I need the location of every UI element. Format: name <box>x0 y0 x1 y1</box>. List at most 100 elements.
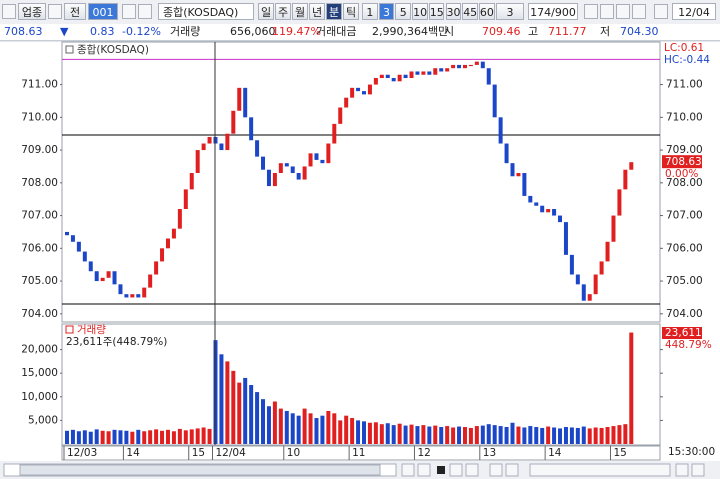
scroll-thumb[interactable] <box>19 464 381 476</box>
volume-bar <box>569 427 574 444</box>
volume-bar <box>623 424 628 444</box>
candle <box>255 140 260 157</box>
volume-bar <box>350 418 355 444</box>
candle <box>237 87 242 111</box>
volume-bar <box>391 425 396 444</box>
candle <box>112 271 117 285</box>
settings-button[interactable] <box>675 463 689 477</box>
candle <box>231 110 236 134</box>
scroll-button[interactable] <box>465 463 479 477</box>
scroll-button[interactable] <box>417 463 431 477</box>
toolbar-button[interactable]: 일 <box>258 3 274 20</box>
sound-button[interactable] <box>138 4 152 19</box>
y-tick-label: 710.00 <box>666 111 703 123</box>
volume-bar <box>225 361 230 444</box>
menu-icon[interactable] <box>2 4 16 19</box>
volume-bar <box>587 428 592 444</box>
volume-bar <box>575 427 580 444</box>
candle <box>332 123 337 144</box>
calendar-icon[interactable] <box>654 4 668 19</box>
candle <box>510 163 515 177</box>
tool-icon[interactable] <box>584 4 598 19</box>
volume-bar <box>278 408 283 444</box>
candle <box>558 215 563 223</box>
hc-label: HC:-0.44 <box>664 54 710 66</box>
candle <box>165 238 170 249</box>
toolbar-button[interactable]: 5 <box>395 3 412 20</box>
market-select[interactable]: 업종 <box>18 3 46 20</box>
open-label: 시 <box>444 25 455 38</box>
candle <box>266 169 271 187</box>
zoom-button[interactable] <box>505 463 519 477</box>
volume-panel <box>61 323 661 446</box>
candle <box>605 241 610 262</box>
count-select[interactable]: 3 <box>496 3 524 20</box>
tool-strip[interactable] <box>529 463 671 477</box>
last-change-label: 0.00% <box>665 168 698 180</box>
toolbar-button[interactable]: 틱 <box>343 3 359 20</box>
change: 0.83 <box>90 25 115 38</box>
search-icon[interactable] <box>48 4 62 19</box>
x-tick-label: 12 <box>417 447 430 459</box>
candle <box>516 172 521 177</box>
volume-bar <box>421 425 426 444</box>
candle <box>498 117 503 144</box>
candle <box>195 150 200 173</box>
volume-legend-detail: 23,611주(448.79%) <box>66 336 167 348</box>
volume-bar <box>558 428 563 444</box>
toolbar-button[interactable]: 15 <box>428 3 445 20</box>
y-tick-label: 706.00 <box>21 242 58 254</box>
volume-bar <box>451 427 456 444</box>
volume-bar <box>546 426 551 444</box>
volume-bar <box>296 415 301 444</box>
volume-bar <box>338 420 343 444</box>
toolbar-button[interactable]: 주 <box>275 3 291 20</box>
volume-bar <box>462 427 467 444</box>
amount-label: 거래대금 <box>316 25 357 38</box>
volume-bar <box>480 425 485 444</box>
y-tick-label: 5,000 <box>28 414 58 426</box>
candle <box>617 189 622 216</box>
toolbar-button[interactable]: 45 <box>462 3 478 20</box>
x-axis-band <box>61 445 661 461</box>
candle <box>124 294 129 298</box>
candle <box>427 71 432 75</box>
volume-bar <box>320 415 325 444</box>
toolbar-button[interactable]: 년 <box>309 3 325 20</box>
last-price-label: 708.63 <box>665 156 702 168</box>
code-input[interactable]: 001 <box>88 3 118 20</box>
last-volume-label: 23,611 <box>665 327 702 339</box>
settings-button[interactable] <box>691 463 705 477</box>
tool-icon[interactable] <box>632 4 646 19</box>
candle <box>88 261 93 272</box>
toolbar-button[interactable]: 분 <box>326 3 342 20</box>
candle <box>296 172 301 180</box>
volume-bar <box>415 426 420 444</box>
volume-bar <box>201 427 206 444</box>
toolbar-button[interactable]: 30 <box>445 3 462 20</box>
stop-button[interactable] <box>437 466 445 474</box>
candle <box>350 87 355 98</box>
volume-bar <box>189 429 194 444</box>
zoom-button[interactable] <box>489 463 503 477</box>
volume-bar <box>290 413 295 444</box>
scroll-button[interactable] <box>449 463 463 477</box>
volume-bar <box>510 422 515 444</box>
toolbar-button[interactable]: 월 <box>292 3 308 20</box>
y-tick-label: 10,000 <box>21 391 58 403</box>
toolbar-button[interactable]: 60 <box>478 3 495 20</box>
date-input[interactable]: 12/04 <box>672 3 716 20</box>
tool-icon[interactable] <box>600 4 614 19</box>
toolbar-button[interactable]: 1 <box>362 3 378 20</box>
toolbar-button[interactable]: 10 <box>412 3 428 20</box>
search-button[interactable] <box>122 4 136 19</box>
volume-bar <box>314 418 319 444</box>
y-tick-label: 704.00 <box>21 308 58 320</box>
mode-select[interactable]: 전 <box>64 3 86 20</box>
toolbar-button[interactable]: 3 <box>378 3 395 20</box>
tool-icon[interactable] <box>616 4 630 19</box>
candle <box>623 169 628 190</box>
scroll-button[interactable] <box>401 463 415 477</box>
volume-bar <box>617 425 622 444</box>
